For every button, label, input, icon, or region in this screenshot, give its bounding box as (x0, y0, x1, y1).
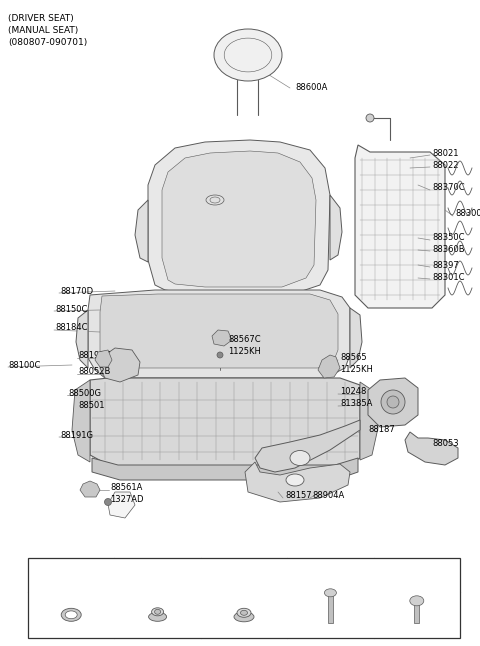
Polygon shape (95, 350, 112, 367)
Text: 88157: 88157 (285, 492, 312, 501)
Polygon shape (88, 290, 350, 378)
Polygon shape (135, 200, 148, 262)
Polygon shape (100, 348, 140, 382)
Text: 88501: 88501 (78, 401, 105, 410)
Text: 88022: 88022 (432, 160, 458, 169)
Ellipse shape (65, 611, 77, 619)
Ellipse shape (234, 612, 254, 622)
Polygon shape (368, 378, 418, 427)
Ellipse shape (152, 608, 164, 616)
Polygon shape (405, 432, 458, 465)
Text: 88360B: 88360B (432, 244, 465, 253)
Polygon shape (90, 378, 360, 470)
Text: 88170D: 88170D (60, 286, 93, 295)
Text: 88053: 88053 (432, 439, 458, 448)
Polygon shape (80, 481, 100, 497)
Ellipse shape (149, 612, 167, 621)
Text: 88021: 88021 (432, 149, 458, 158)
Ellipse shape (206, 195, 224, 205)
Text: 88187: 88187 (368, 426, 395, 435)
Text: 88100C: 88100C (8, 360, 40, 370)
Polygon shape (318, 355, 340, 378)
Text: 88600A: 88600A (295, 83, 327, 92)
Text: 88904A: 88904A (312, 492, 344, 501)
Text: 1310CA: 1310CA (141, 570, 174, 579)
Polygon shape (162, 151, 316, 287)
Text: 1327AD: 1327AD (110, 495, 144, 505)
Bar (28, 558, 460, 638)
Text: 81385A: 81385A (340, 399, 372, 408)
Text: 88184C: 88184C (55, 324, 87, 333)
Text: 88567C: 88567C (228, 335, 261, 344)
Bar (414, 599, 420, 623)
Ellipse shape (410, 596, 424, 606)
Polygon shape (108, 492, 135, 518)
Bar (328, 591, 333, 623)
Text: (MANUAL SEAT): (MANUAL SEAT) (8, 26, 78, 35)
Text: 1125KH: 1125KH (340, 366, 373, 375)
Ellipse shape (214, 29, 282, 81)
Polygon shape (355, 145, 445, 308)
Ellipse shape (155, 609, 161, 614)
Polygon shape (88, 330, 230, 358)
Text: 88150C: 88150C (55, 304, 87, 313)
Text: 88300F: 88300F (455, 209, 480, 218)
Text: 88500G: 88500G (68, 388, 101, 397)
Polygon shape (148, 140, 330, 295)
Polygon shape (330, 195, 342, 260)
Text: 47121C: 47121C (55, 570, 87, 579)
Circle shape (381, 390, 405, 414)
Text: 88561A: 88561A (110, 483, 143, 492)
Text: 1125KH: 1125KH (228, 348, 261, 357)
Ellipse shape (290, 450, 310, 466)
Polygon shape (100, 294, 338, 368)
Polygon shape (245, 462, 350, 502)
Text: 88397: 88397 (432, 260, 459, 269)
Text: 88191G: 88191G (60, 430, 93, 439)
Circle shape (217, 352, 223, 358)
Ellipse shape (240, 610, 248, 615)
Ellipse shape (286, 474, 304, 486)
Polygon shape (360, 382, 378, 460)
Ellipse shape (324, 589, 336, 597)
Polygon shape (255, 420, 360, 472)
Text: 88052B: 88052B (78, 368, 110, 377)
Text: 88193C: 88193C (78, 351, 110, 360)
Circle shape (105, 499, 111, 506)
Text: 88370C: 88370C (432, 183, 465, 193)
Polygon shape (72, 380, 90, 462)
Text: 88565: 88565 (340, 353, 367, 362)
Text: (DRIVER SEAT): (DRIVER SEAT) (8, 14, 74, 23)
Text: 1123LE: 1123LE (401, 570, 432, 579)
Polygon shape (92, 458, 358, 480)
Text: 10248: 10248 (340, 388, 366, 397)
Polygon shape (212, 330, 232, 346)
Ellipse shape (61, 609, 81, 621)
Polygon shape (76, 310, 88, 368)
Circle shape (366, 114, 374, 122)
Text: 1249GB: 1249GB (314, 570, 347, 579)
Text: 88350C: 88350C (432, 233, 465, 242)
Ellipse shape (237, 609, 251, 618)
Text: 88301C: 88301C (432, 273, 465, 282)
Polygon shape (350, 308, 362, 368)
Circle shape (387, 396, 399, 408)
Text: 1339CC: 1339CC (228, 570, 261, 579)
Text: (080807-090701): (080807-090701) (8, 38, 87, 47)
